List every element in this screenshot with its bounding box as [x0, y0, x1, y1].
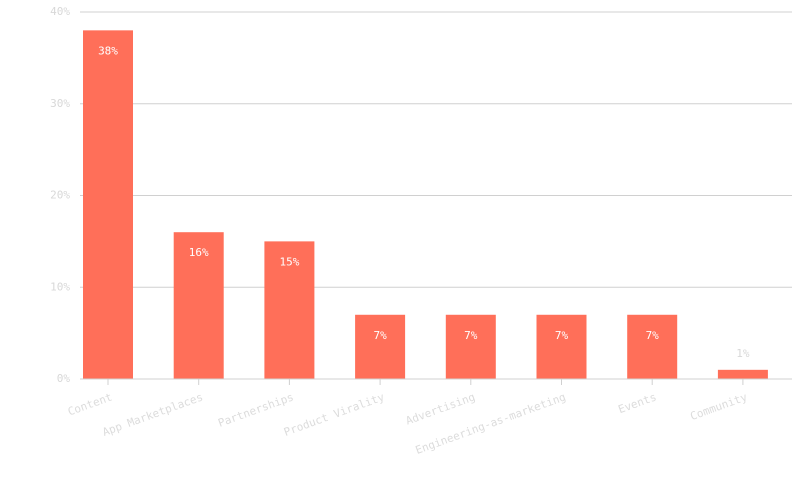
value-label: 7% [555, 329, 569, 342]
x-tick-label: Engineering-as-marketing [414, 390, 568, 457]
bar [173, 232, 224, 379]
value-label: 7% [373, 329, 387, 342]
x-tick-label: Content [66, 390, 114, 418]
bar [445, 314, 496, 379]
x-tick-label: App Marketplaces [101, 390, 205, 438]
y-tick-label: 10% [50, 280, 70, 293]
x-tick-label: Product Virality [282, 390, 386, 439]
value-label: 7% [646, 329, 660, 342]
y-tick-label: 20% [50, 189, 70, 202]
bar [717, 369, 768, 379]
bar [355, 314, 406, 379]
y-tick-label: 40% [50, 5, 70, 18]
x-tick-label: Community [688, 390, 749, 423]
x-tick-label: Partnerships [216, 390, 295, 429]
bar [627, 314, 678, 379]
value-label: 38% [98, 44, 118, 57]
value-label: 7% [464, 329, 478, 342]
bar [83, 30, 133, 379]
value-label: 15% [279, 255, 299, 268]
x-tick-label: Events [616, 390, 658, 416]
y-tick-label: 0% [57, 372, 71, 385]
x-tick-label: Advertising [404, 390, 477, 427]
value-label: 16% [189, 246, 209, 259]
y-tick-label: 30% [50, 97, 70, 110]
bar [264, 241, 315, 379]
bar [536, 314, 587, 379]
value-label: 1% [736, 347, 750, 360]
